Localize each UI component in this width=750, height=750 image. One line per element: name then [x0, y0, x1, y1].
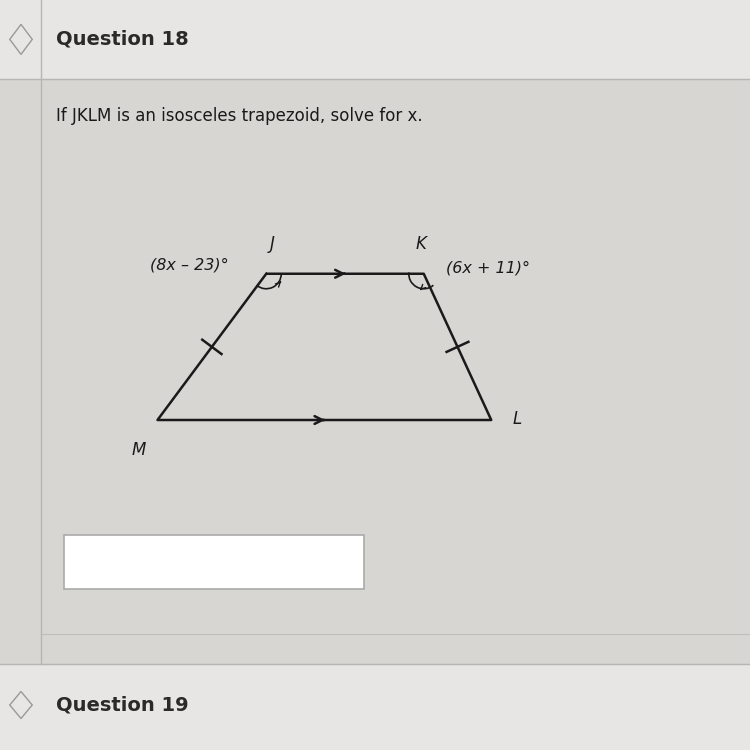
Text: J: J	[270, 235, 274, 253]
Text: (6x + 11)°: (6x + 11)°	[446, 260, 530, 275]
Bar	[64, 535, 364, 589]
Text: M: M	[131, 441, 146, 459]
Text: K: K	[416, 235, 426, 253]
Text: Question 18: Question 18	[56, 30, 189, 49]
Text: Question 19: Question 19	[56, 695, 189, 715]
Text: L: L	[512, 410, 521, 428]
Text: If JKLM is an isosceles trapezoid, solve for x.: If JKLM is an isosceles trapezoid, solve…	[56, 107, 423, 125]
Text: (8x – 23)°: (8x – 23)°	[150, 257, 229, 272]
Bar	[0, 664, 750, 750]
Bar	[0, 0, 750, 79]
